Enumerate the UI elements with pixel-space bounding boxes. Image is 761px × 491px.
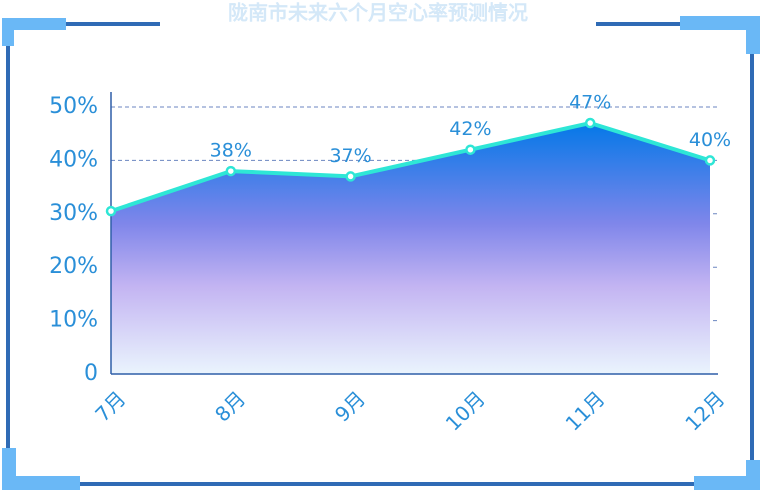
point: [704, 155, 716, 166]
data-label: 37%: [329, 145, 371, 167]
data-label: 42%: [449, 118, 491, 140]
x-tick-label: 8月: [210, 386, 250, 426]
data-label: 40%: [689, 129, 731, 151]
data-label: 47%: [569, 92, 611, 114]
chart-title: 陇南市未来六个月空心率预测情况: [228, 1, 528, 25]
x-tick-label: 7月: [90, 386, 130, 426]
x-tick-label: 9月: [330, 386, 370, 426]
y-tick-label: 0: [84, 361, 98, 386]
y-tick-label: 10%: [49, 308, 98, 333]
area: [111, 123, 710, 375]
y-tick-label: 20%: [49, 254, 98, 279]
point: [465, 144, 476, 155]
point: [105, 205, 117, 217]
data-label: 38%: [210, 140, 252, 162]
y-tick-label: 40%: [49, 147, 98, 172]
line: [110, 120, 711, 214]
x-tick-label: 10月: [441, 386, 490, 435]
x-tick-label: 12月: [680, 386, 729, 435]
point: [225, 165, 237, 177]
y-tick-label: 30%: [49, 201, 98, 226]
point: [584, 117, 596, 129]
y-tick-label: 50%: [49, 94, 98, 119]
x-tick-label: 11月: [561, 386, 610, 435]
point: [345, 171, 356, 182]
frame: [2, 16, 760, 490]
